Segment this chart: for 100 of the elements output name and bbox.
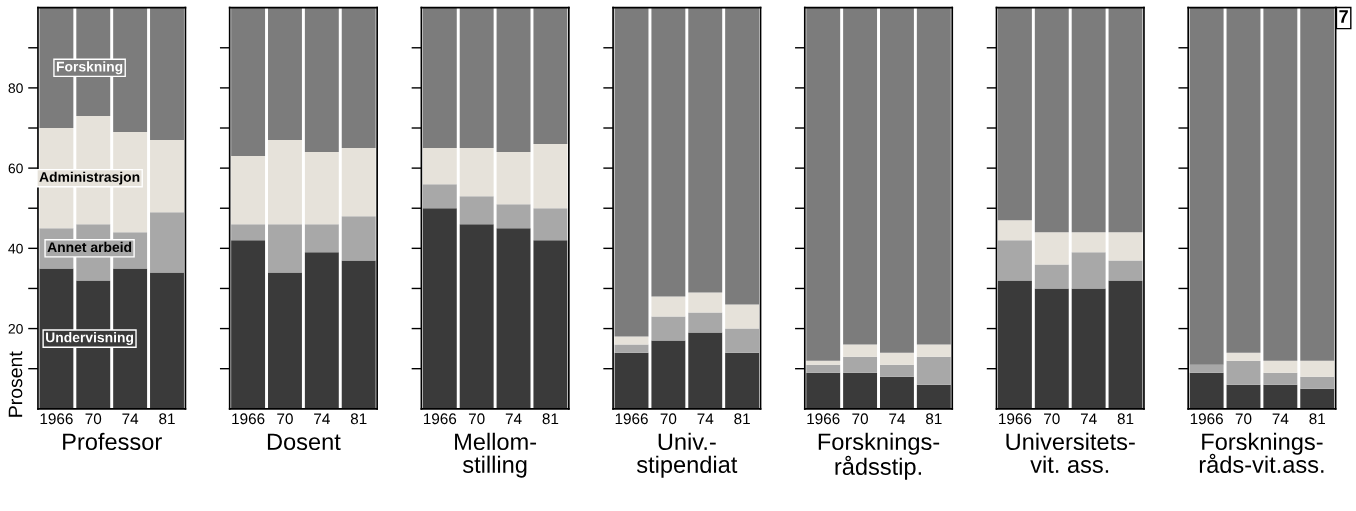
x-tick-label: 74: [1080, 413, 1097, 425]
bar: [1034, 288, 1069, 409]
bar: [533, 240, 568, 409]
x-tick-label: 81: [734, 413, 750, 425]
bar: [843, 344, 878, 357]
x-tick-label: 70: [1235, 413, 1252, 425]
bar: [806, 364, 841, 373]
bar: [806, 372, 841, 409]
bar: [459, 148, 494, 197]
x-tick-label: 74: [505, 413, 522, 425]
bar: [614, 7, 649, 337]
bar: [1071, 232, 1106, 253]
bar: [843, 372, 878, 409]
bar: [496, 152, 531, 205]
bar: [1071, 252, 1106, 289]
bar: [231, 224, 266, 241]
bar: [997, 280, 1032, 409]
bar: [614, 344, 649, 353]
bar: [688, 292, 723, 313]
bar: [268, 7, 302, 141]
bar: [496, 204, 531, 229]
text: 7: [1339, 10, 1348, 23]
bar: [341, 260, 376, 409]
bar: [422, 208, 457, 409]
bar: [997, 220, 1032, 241]
bar: [533, 208, 568, 241]
bar: [614, 336, 649, 345]
bar: [1071, 7, 1106, 233]
x-tick-label: 70: [468, 413, 485, 425]
bar: [1189, 364, 1224, 373]
x-tick-label: 74: [122, 413, 139, 425]
bar: [1108, 7, 1143, 233]
bar: [304, 252, 339, 409]
bar: [725, 352, 760, 409]
bar: [916, 7, 951, 345]
x-tick-label: 70: [85, 413, 102, 425]
bar: [725, 304, 760, 329]
x-tick-label: 81: [1309, 413, 1325, 425]
bar: [688, 7, 723, 293]
bar: [1300, 360, 1335, 377]
bar: [651, 7, 686, 297]
bar: [1189, 372, 1224, 409]
bar: [268, 224, 302, 273]
bar: [459, 7, 494, 149]
bar: [231, 156, 266, 225]
bar: [268, 272, 302, 409]
x-tick-label: 1966: [1190, 413, 1223, 425]
bar: [1108, 260, 1143, 281]
bar: [341, 216, 376, 261]
bar: [1263, 372, 1298, 385]
x-axis-title: Professor: [63, 432, 162, 451]
bar: [843, 356, 878, 373]
bar: [651, 340, 686, 409]
bar: [150, 212, 184, 273]
bar: [150, 272, 184, 409]
bar: [150, 140, 184, 213]
y-tick-label: 80: [8, 83, 23, 94]
bar: [806, 360, 841, 365]
bar: [1226, 360, 1261, 385]
x-tick-label: 81: [159, 413, 175, 425]
x-tick-label: 74: [314, 413, 330, 425]
x-tick-label: 81: [925, 413, 942, 425]
bar: [304, 152, 339, 225]
bar: [533, 144, 568, 209]
series-label: Annet arbeid: [47, 241, 132, 253]
y-tick-label: 60: [8, 163, 23, 174]
bar: [496, 7, 531, 153]
x-tick-label: 81: [350, 413, 367, 425]
bar: [1226, 7, 1261, 353]
bar: [688, 332, 723, 409]
bar: [879, 376, 914, 409]
bar: [496, 228, 531, 409]
bar: [341, 7, 376, 149]
bar: [231, 240, 266, 409]
bar: [651, 316, 686, 341]
bar: [651, 296, 686, 317]
bar: [1226, 384, 1261, 409]
bar: [422, 7, 457, 149]
bar: [422, 184, 457, 209]
bar: [422, 148, 457, 185]
bar: [997, 240, 1032, 281]
x-tick-label: 1966: [423, 413, 457, 425]
y-axis-title: Prosent: [8, 351, 23, 417]
bar: [1263, 384, 1298, 409]
bar: [614, 352, 649, 409]
series-label: Undervisning: [46, 332, 134, 346]
bar: [916, 356, 951, 385]
x-axis-title: Dosent: [267, 433, 341, 451]
bar: [533, 7, 568, 145]
y-tick-label: 40: [8, 243, 23, 254]
bar: [1226, 352, 1261, 361]
x-axis-title: Univ.- stipendiat: [636, 432, 738, 478]
x-axis-title: Universitets- vit. ass.: [1006, 432, 1135, 473]
bar: [879, 7, 914, 353]
bar: [725, 7, 760, 305]
bar: [879, 352, 914, 365]
bar: [1071, 288, 1106, 409]
bar: [688, 312, 723, 333]
series-label: Administrasjon: [39, 171, 140, 185]
bar: [1263, 7, 1298, 361]
